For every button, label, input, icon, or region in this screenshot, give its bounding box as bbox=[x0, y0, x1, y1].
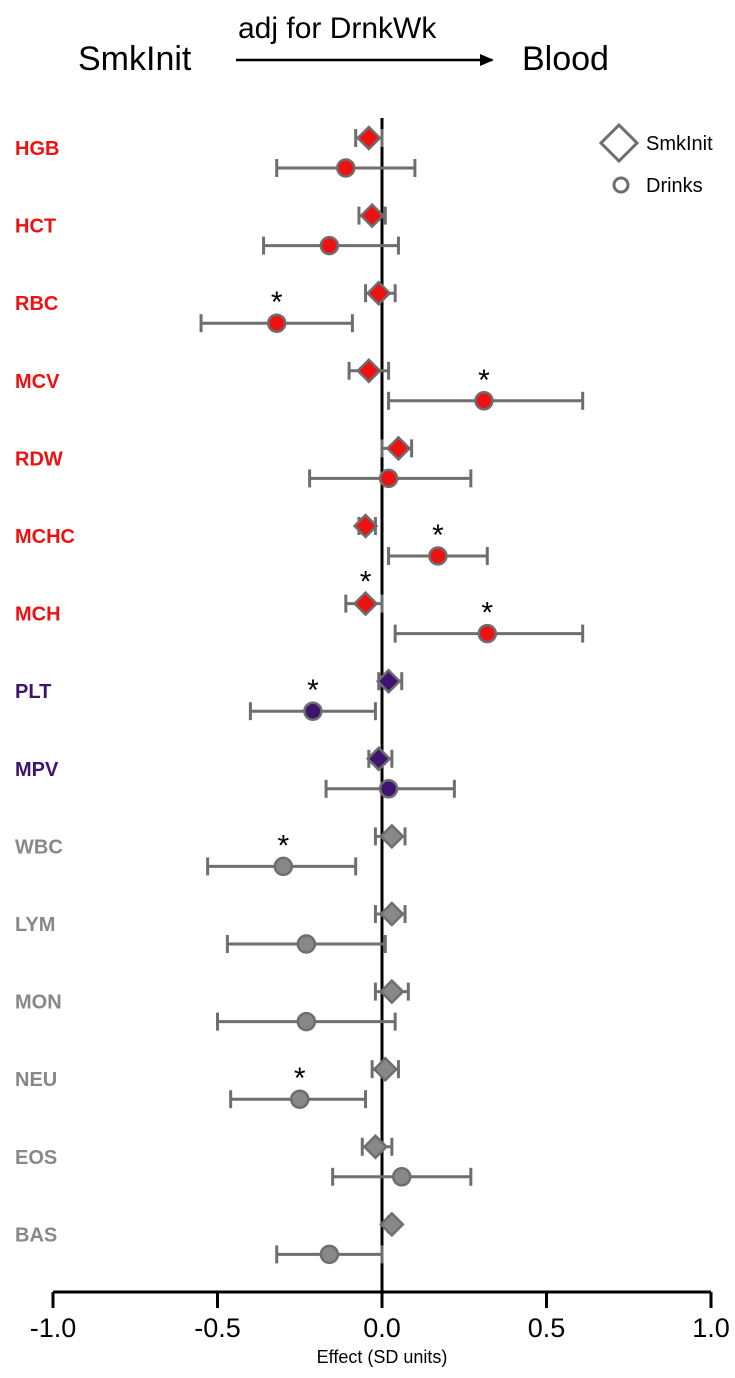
smkinit-point-mpv bbox=[365, 746, 392, 772]
legend-drinks-label: Drinks bbox=[646, 175, 703, 197]
drinks-sig-mchc: * bbox=[432, 519, 444, 552]
drinks-point-hgb bbox=[336, 158, 356, 178]
drinks-sig-mch: * bbox=[481, 597, 493, 630]
drinks-point-mchc bbox=[428, 546, 448, 566]
smkinit-point-bas bbox=[379, 1211, 405, 1238]
smkinit-point-rdw bbox=[385, 435, 412, 462]
smkinit-point-mch bbox=[352, 590, 379, 617]
smkinit-point-wbc bbox=[379, 823, 405, 850]
drinks-point-neu bbox=[290, 1089, 310, 1109]
row-label-lym: LYM bbox=[15, 914, 55, 936]
row-label-bas: BAS bbox=[15, 1224, 57, 1246]
smkinit-sig-mch: * bbox=[360, 566, 372, 599]
smkinit-point-plt bbox=[375, 668, 402, 694]
drinks-point-rdw bbox=[378, 468, 399, 489]
x-tick-label: -1.0 bbox=[30, 1313, 77, 1343]
row-label-mchc: MCHC bbox=[15, 526, 75, 548]
drinks-point-rbc bbox=[266, 313, 287, 333]
row-label-hgb: HGB bbox=[15, 138, 59, 160]
row-label-wbc: WBC bbox=[15, 836, 63, 858]
x-tick-label: -0.5 bbox=[194, 1313, 241, 1343]
row-label-mch: MCH bbox=[15, 604, 61, 626]
row-label-mcv: MCV bbox=[15, 371, 60, 393]
x-tick-label: 0.5 bbox=[528, 1313, 566, 1343]
drinks-point-mcv bbox=[474, 391, 494, 411]
drinks-sig-wbc: * bbox=[277, 829, 289, 862]
row-label-plt: PLT bbox=[15, 681, 51, 703]
row-label-rdw: RDW bbox=[15, 448, 63, 470]
drinks-sig-rbc: * bbox=[271, 286, 283, 319]
smkinit-point-mon bbox=[379, 978, 405, 1005]
drinks-point-mpv bbox=[378, 779, 399, 799]
drinks-point-mon bbox=[296, 1011, 317, 1032]
smkinit-point-neu bbox=[372, 1056, 399, 1082]
row-label-hct: HCT bbox=[15, 216, 56, 238]
drinks-point-bas bbox=[319, 1244, 340, 1265]
smkinit-point-eos bbox=[362, 1134, 389, 1160]
header-right-label: Blood bbox=[522, 40, 609, 78]
smkinit-point-mchc bbox=[352, 513, 379, 539]
legend-smkinit-label: SmkInit bbox=[646, 133, 713, 155]
drinks-point-hct bbox=[319, 235, 340, 256]
drinks-sig-neu: * bbox=[294, 1062, 306, 1095]
row-label-eos: EOS bbox=[15, 1147, 57, 1169]
x-tick-label: 0.0 bbox=[363, 1313, 401, 1343]
row-label-rbc: RBC bbox=[15, 293, 58, 315]
legend-circle-marker bbox=[612, 176, 630, 194]
drinks-sig-mcv: * bbox=[478, 364, 490, 397]
x-tick-label: 1.0 bbox=[692, 1313, 730, 1343]
drinks-point-plt bbox=[303, 701, 323, 721]
legend-diamond-marker bbox=[598, 122, 640, 164]
drinks-point-wbc bbox=[273, 856, 294, 877]
smkinit-point-mcv bbox=[356, 358, 382, 384]
row-label-mon: MON bbox=[15, 992, 62, 1014]
drinks-point-lym bbox=[296, 934, 317, 954]
smkinit-point-hgb bbox=[356, 125, 382, 151]
smkinit-point-rbc bbox=[365, 280, 392, 306]
drinks-sig-plt: * bbox=[307, 674, 319, 707]
header-arrow-label: adj for DrnkWk bbox=[238, 12, 437, 45]
row-label-neu: NEU bbox=[15, 1069, 57, 1091]
drinks-point-eos bbox=[391, 1167, 412, 1187]
row-label-mpv: MPV bbox=[15, 759, 59, 781]
smkinit-point-hct bbox=[359, 202, 385, 229]
drinks-point-mch bbox=[477, 623, 498, 644]
smkinit-point-lym bbox=[379, 901, 405, 927]
x-axis-title: Effect (SD units) bbox=[317, 1347, 448, 1367]
header-left-label: SmkInit bbox=[78, 40, 192, 78]
